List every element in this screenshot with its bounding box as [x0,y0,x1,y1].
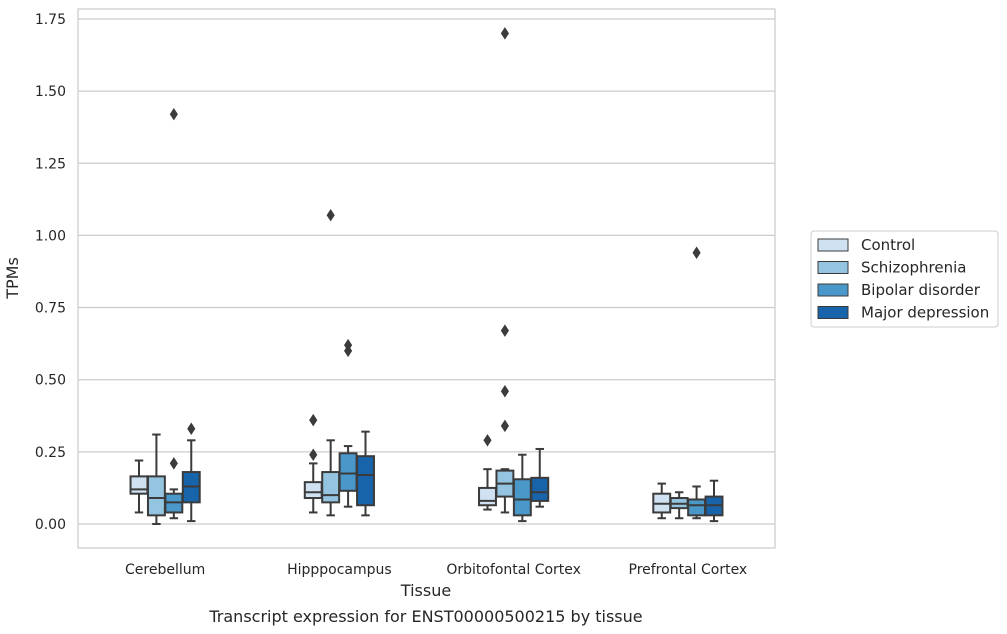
outlier-point [326,208,335,222]
box-bipolar-disorder [512,453,532,523]
legend-swatch [817,261,849,274]
box-iqr [356,455,375,507]
box-major-depression [356,430,375,517]
chart-title: Transcript expression for ENST0000050021… [208,607,642,626]
box-schizophrenia [146,433,166,525]
box-schizophrenia [495,27,515,514]
box-control [652,482,672,520]
y-tick-label: 0.50 [35,373,66,389]
x-axis-label: Tissue [400,581,451,600]
box-major-depression [704,479,724,523]
y-tick-label: 1.75 [35,12,66,28]
outlier-point [500,324,509,337]
box-bipolar-disorder [338,338,358,508]
box-iqr [303,481,323,500]
box-schizophrenia [321,208,341,517]
box-iqr [321,471,341,504]
box-control [478,434,497,511]
legend-label: Major depression [861,304,989,322]
outlier-point [500,27,509,40]
outlier-point [309,448,318,461]
outlier-point [500,385,509,398]
y-tick-label: 0.00 [35,517,66,533]
outlier-point [309,413,318,427]
y-tick-label: 1.00 [35,228,66,244]
legend-label: Bipolar disorder [861,281,981,299]
y-tick-label: 0.25 [35,445,66,461]
box-groups [129,27,724,525]
outlier-point [500,419,509,433]
box-iqr [478,486,497,507]
x-tick-label: Cerebellum [125,562,205,578]
box-iqr [530,476,550,502]
gridlines [78,18,775,525]
box-bipolar-disorder [164,107,184,520]
box-control [303,413,323,514]
box-iqr [338,452,358,492]
legend-label: Schizophrenia [861,259,966,277]
x-tick-label: Hipppocampus [287,562,392,578]
box-iqr [512,478,532,517]
legend-swatch [817,283,849,297]
box-major-depression [530,447,550,508]
outlier-point [483,434,492,447]
box-major-depression [181,422,201,523]
outlier-point [344,338,353,352]
outlier-point [169,107,178,121]
y-tick-label: 1.50 [35,84,66,100]
box-control [129,459,149,514]
legend-label: Control [861,236,915,254]
box-iqr [146,475,166,517]
x-tick-labels: Cerebellum Hipppocampus Orbitofontal Corte… [125,562,747,578]
outlier-point [692,246,701,259]
legend: Control Schizophrenia Bipolar disorder Majo… [810,230,999,328]
box-bipolar-disorder [687,246,707,520]
y-tick-label: 0.75 [35,301,66,317]
legend-frame [810,230,999,328]
y-axis-label: TPMs [3,257,22,300]
plot-frame [77,8,776,549]
legend-swatch [817,306,849,319]
x-tick-label: Prefrontal Cortex [629,562,748,578]
y-tick-labels: 0.00 0.25 0.50 0.75 1.00 1.25 1.50 1.75 [35,12,66,533]
box-iqr [129,475,149,495]
legend-swatch [817,238,849,252]
outlier-point [169,457,178,470]
y-tick-label: 1.25 [35,156,66,172]
x-tick-label: Orbitofontal Cortex [446,562,581,578]
box-iqr [687,498,707,517]
box-schizophrenia [669,491,689,520]
outlier-point [187,422,196,435]
